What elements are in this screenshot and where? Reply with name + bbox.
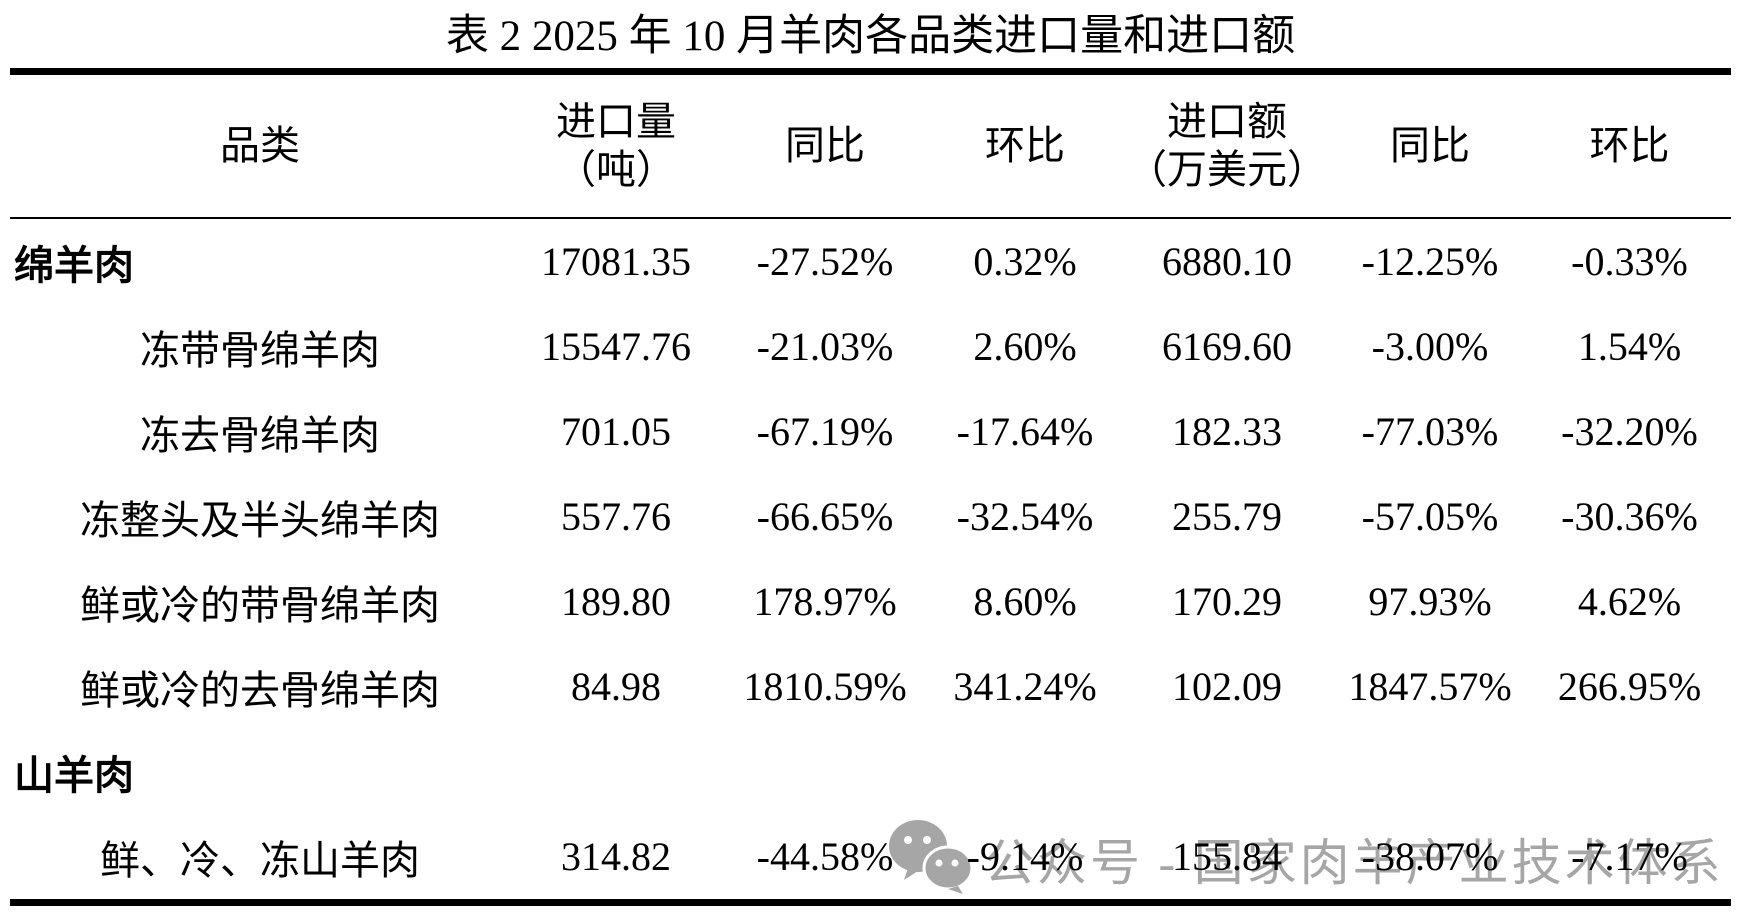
cell-value-mom: -30.36% — [1561, 494, 1698, 539]
cell-volume — [510, 729, 722, 814]
cell-category: 鲜或冷的去骨绵羊肉 — [80, 667, 440, 713]
wechat-icon — [888, 818, 974, 899]
cell-value-mom: 266.95% — [1557, 664, 1702, 709]
table-row: 鲜或冷的去骨绵羊肉 84.98 1810.59% 341.24% 102.09 … — [10, 644, 1731, 729]
cell-category: 冻去骨绵羊肉 — [140, 412, 380, 458]
table-row: 绵羊肉 17081.35 -27.52% 0.32% 6880.10 -12.2… — [10, 218, 1731, 304]
cell-volume: 314.82 — [561, 834, 671, 879]
cell-value: 170.29 — [1172, 579, 1282, 624]
cell-value: 155.84 — [1172, 834, 1282, 879]
cell-volume-mom: -32.54% — [956, 494, 1094, 539]
cell-volume: 84.98 — [571, 664, 661, 709]
cell-volume-mom: 0.32% — [973, 239, 1077, 284]
cell-volume-yoy: -66.65% — [756, 494, 894, 539]
watermark: 公众号 - 国家肉羊产业技术体系 — [888, 818, 1724, 899]
cell-volume: 189.80 — [561, 579, 671, 624]
cell-value-mom — [1528, 729, 1731, 814]
header-volume-yoy: 同比 — [722, 71, 928, 219]
header-category: 品类 — [10, 71, 510, 219]
cell-value-yoy — [1332, 729, 1528, 814]
cell-value: 255.79 — [1172, 494, 1282, 539]
cell-value — [1122, 729, 1332, 814]
cell-category: 鲜、冷、冻山羊肉 — [100, 837, 420, 883]
cell-volume-mom — [928, 729, 1122, 814]
cell-volume-yoy: 1810.59% — [743, 664, 907, 709]
cell-volume-yoy: -44.58% — [756, 834, 894, 879]
cell-category: 山羊肉 — [14, 752, 134, 798]
import-table: 品类 进口量 （吨） 同比 环比 进口额 （万美元） 同比 环比 绵羊肉 170… — [10, 68, 1731, 906]
cell-value-yoy: -38.07% — [1361, 834, 1499, 879]
header-volume-mom: 环比 — [928, 71, 1122, 219]
cell-value-mom: 1.54% — [1577, 324, 1682, 369]
cell-value-mom: 4.62% — [1577, 579, 1682, 624]
cell-volume-yoy: -27.52% — [756, 239, 894, 284]
header-import-value: 进口额 （万美元） — [1122, 71, 1332, 219]
table-row: 山羊肉 — [10, 729, 1731, 814]
cell-value-yoy: -12.25% — [1361, 239, 1499, 284]
cell-category: 冻带骨绵羊肉 — [140, 327, 380, 373]
cell-category: 鲜或冷的带骨绵羊肉 — [80, 582, 440, 628]
cell-value-yoy: -77.03% — [1361, 409, 1499, 454]
cell-value-mom: -0.33% — [1571, 239, 1688, 284]
header-import-volume: 进口量 （吨） — [510, 71, 722, 219]
cell-value: 102.09 — [1172, 664, 1282, 709]
cell-volume: 15547.76 — [541, 324, 691, 369]
cell-value-yoy: 1847.57% — [1348, 664, 1512, 709]
cell-category: 冻整头及半头绵羊肉 — [80, 497, 440, 543]
page-title: 表 2 2025 年 10 月羊肉各品类进口量和进口额 — [445, 13, 1296, 60]
cell-category: 绵羊肉 — [14, 242, 134, 288]
cell-value-mom: -32.20% — [1561, 409, 1698, 454]
cell-volume: 557.76 — [561, 494, 671, 539]
cell-volume: 701.05 — [561, 409, 671, 454]
cell-volume-yoy: -21.03% — [756, 324, 894, 369]
cell-value: 182.33 — [1172, 409, 1282, 454]
table-row: 冻去骨绵羊肉 701.05 -67.19% -17.64% 182.33 -77… — [10, 389, 1731, 474]
cell-value: 6169.60 — [1162, 324, 1292, 369]
cell-value-yoy: -3.00% — [1371, 324, 1489, 369]
cell-volume-yoy: -67.19% — [756, 409, 894, 454]
table-header-row: 品类 进口量 （吨） 同比 环比 进口额 （万美元） 同比 环比 — [10, 71, 1731, 219]
table-row: 冻整头及半头绵羊肉 557.76 -66.65% -32.54% 255.79 … — [10, 474, 1731, 559]
table-row: 鲜或冷的带骨绵羊肉 189.80 178.97% 8.60% 170.29 97… — [10, 559, 1731, 644]
cell-volume-yoy — [722, 729, 928, 814]
cell-volume-mom: 8.60% — [973, 579, 1077, 624]
cell-value-mom: -7.17% — [1571, 834, 1688, 879]
table-row: 鲜、冷、冻山羊肉 314.82 -44.58% -9.14% 155.84 -3… — [10, 814, 1731, 903]
cell-volume-yoy: 178.97% — [753, 579, 897, 624]
cell-value-yoy: 97.93% — [1368, 579, 1492, 624]
watermark-text: 公众号 - 国家肉羊产业技术体系 — [984, 834, 1724, 891]
cell-volume-mom: -17.64% — [956, 409, 1094, 454]
header-value-yoy: 同比 — [1332, 71, 1528, 219]
cell-value: 6880.10 — [1162, 239, 1292, 284]
cell-volume-mom: 2.60% — [973, 324, 1077, 369]
cell-value-yoy: -57.05% — [1361, 494, 1499, 539]
header-value-mom: 环比 — [1528, 71, 1731, 219]
table-row: 冻带骨绵羊肉 15547.76 -21.03% 2.60% 6169.60 -3… — [10, 304, 1731, 389]
cell-volume: 17081.35 — [541, 239, 691, 284]
cell-volume-mom: 341.24% — [953, 664, 1097, 709]
cell-volume-mom: -9.14% — [966, 834, 1084, 879]
